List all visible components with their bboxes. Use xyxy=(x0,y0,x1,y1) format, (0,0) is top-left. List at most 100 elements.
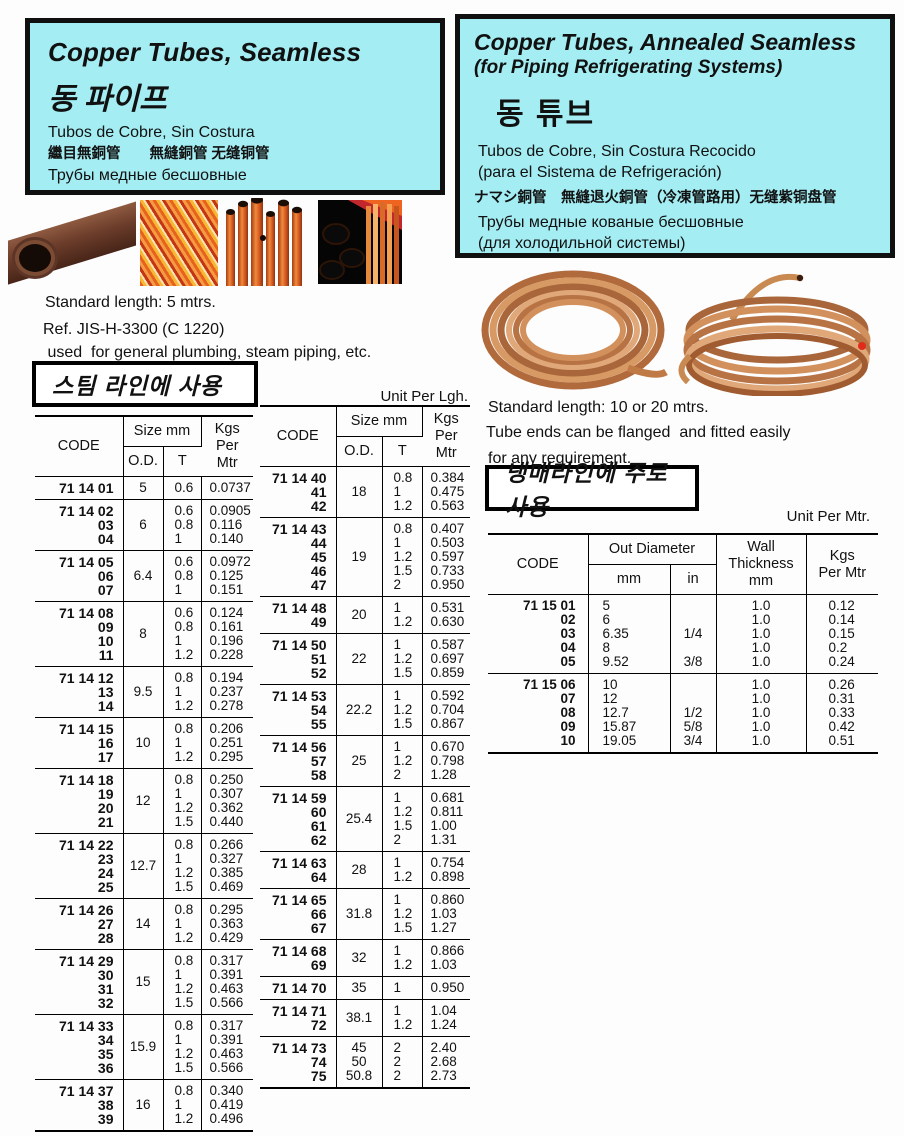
middle-table-group-row: 71 14 43 44 45 46 47 19 0.8 1 1.2 1.5 2 0.4… xyxy=(260,517,470,597)
annealed-table-right: CODE Out Diameter Wall Thickness mm Kgs … xyxy=(488,533,879,754)
cell-kgs: 0.26 0.31 0.33 0.42 0.51 xyxy=(828,677,855,748)
cell-kgs: 2.40 2.68 2.73 xyxy=(430,1040,457,1083)
cell-code: 71 15 06 07 08 09 10 xyxy=(488,673,589,753)
cell-kgs: 0.531 0.630 xyxy=(430,600,465,629)
cell-code: 71 14 22 23 24 25 xyxy=(35,833,124,899)
cell-t: 1 1.2 xyxy=(382,851,423,889)
cell-code: 71 14 33 34 35 36 xyxy=(35,1014,124,1080)
right-title-spanish1: Tubos de Cobre, Sin Costura Recocido xyxy=(478,143,756,160)
cell-t: 0.6 0.8 1 1.2 xyxy=(163,601,202,667)
right-header-out-diameter: Out Diameter xyxy=(588,534,717,566)
cell-t: 0.8 1 1.2 1.5 2 xyxy=(382,517,423,597)
cell-kgs: 0.194 0.237 0.278 xyxy=(209,670,244,713)
cell-kgs: 0.266 0.327 0.385 0.469 xyxy=(209,837,244,894)
cell-code: 71 14 63 64 xyxy=(260,851,337,889)
cell-kgs: 0.670 0.798 1.28 xyxy=(430,739,465,782)
cell-t: 0.8 1 1.2 xyxy=(382,466,423,518)
cell-code: 71 14 05 06 07 xyxy=(35,550,124,602)
cell-kgs: 0.950 xyxy=(430,980,465,995)
cell-wall: 1.0 1.0 1.0 1.0 1.0 xyxy=(716,594,807,674)
left-header-box: Copper Tubes, Seamless 동 파이프 Tubos de Co… xyxy=(25,18,445,195)
left-note-used-for: used for general plumbing, steam piping,… xyxy=(43,344,372,361)
middle-table-group-row: 71 14 59 60 61 62 25.4 1 1.2 1.5 2 0.681 0.… xyxy=(260,786,470,852)
cell-od: 45 50 50.8 xyxy=(336,1036,383,1088)
cell-od: 10 xyxy=(123,717,164,769)
cell-od: 9.5 xyxy=(123,666,164,718)
unit-per-meter-label: Unit Per Mtr. xyxy=(786,508,870,525)
cell-code: 71 14 53 54 55 xyxy=(260,684,337,736)
cell-code: 71 14 50 51 52 xyxy=(260,633,337,685)
cell-od: 15 xyxy=(123,949,164,1015)
right-table-header: CODE Out Diameter Wall Thickness mm Kgs … xyxy=(488,534,879,595)
left-title-korean: 동 파이프 xyxy=(48,83,167,116)
cell-wall: 1.0 1.0 1.0 1.0 1.0 xyxy=(716,673,807,753)
cell-t: 0.8 1 1.2 1.5 xyxy=(163,768,202,834)
cell-code: 71 14 26 27 28 xyxy=(35,898,124,950)
middle-table-group-row: 71 14 71 72 38.1 1 1.2 1.04 1.24 xyxy=(260,999,470,1037)
cell-code: 71 14 12 13 14 xyxy=(35,666,124,718)
middle-table-group-row: 71 14 40 41 42 18 0.8 1 1.2 0.384 0.475 0.5… xyxy=(260,466,470,518)
cell-t: 1 1.2 xyxy=(382,999,423,1037)
middle-table-group-row: 71 14 65 66 67 31.8 1 1.2 1.5 0.860 1.03 1.… xyxy=(260,888,470,940)
cell-kgs: 1.04 1.24 xyxy=(430,1003,457,1032)
cell-t: 0.8 1 1.2 1.5 xyxy=(163,1014,202,1080)
right-title-korean: 동 튜브 xyxy=(496,98,596,131)
right-table-group-row: 71 15 01 02 03 04 05 5 6 6.35 8 9.52 1/4 … xyxy=(488,594,878,674)
left-title-russian: Трубы медные бесшовные xyxy=(48,167,247,184)
cell-kgs: 0.384 0.475 0.563 xyxy=(430,470,465,513)
middle-table-header: CODE Size mm Kgs Per Mtr O.D. T xyxy=(260,406,470,467)
cell-od: 15.9 xyxy=(123,1014,164,1080)
right-korean-usage-label: 냉매라인에 주로 사용 xyxy=(505,460,668,520)
cell-t: 2 2 2 xyxy=(382,1036,423,1088)
cell-od: 19 xyxy=(336,517,383,597)
cell-t: 1 1.2 1.5 2 xyxy=(382,786,423,852)
cell-t: 0.8 1 1.2 xyxy=(163,717,202,769)
cell-mm: 10 12 12.7 15.87 19.05 xyxy=(588,673,671,753)
middle-table-group-row: 71 14 53 54 55 22.2 1 1.2 1.5 0.592 0.704 0… xyxy=(260,684,470,736)
right-header-box: Copper Tubes, Annealed Seamless (for Pip… xyxy=(455,14,895,258)
left-header-kgs: Kgs Per Mtr xyxy=(214,421,240,471)
right-title: Copper Tubes, Annealed Seamless xyxy=(474,29,857,55)
cell-code: 71 14 18 19 20 21 xyxy=(35,768,124,834)
cell-code: 71 14 40 41 42 xyxy=(260,466,337,518)
left-korean-usage-label: 스팀 라인에 사용 xyxy=(52,373,222,399)
cell-kgs: 0.0905 0.116 0.140 xyxy=(209,503,251,546)
cell-od: 14 xyxy=(123,898,164,950)
cell-od: 35 xyxy=(336,976,383,1000)
left-note-standard-length: Standard length: 5 mtrs. xyxy=(45,294,216,311)
copper-coil-stacked-photo xyxy=(672,260,887,401)
middle-table-group-row: 71 14 63 64 28 1 1.2 0.754 0.898 xyxy=(260,851,470,889)
left-table-body: 71 14 01 5 0.6 0.0737 71 14 02 03 04 6 0.6 0.8… xyxy=(35,476,253,1131)
middle-header-size: Size mm xyxy=(336,406,423,438)
cell-kgs: 0.0972 0.125 0.151 xyxy=(209,554,251,597)
cell-t: 1 1.2 1.5 xyxy=(382,684,423,736)
left-table-header: CODE Size mm Kgs Per Mtr O.D. T xyxy=(35,416,253,477)
cell-t: 1 1.2 xyxy=(382,596,423,634)
left-table-group-row: 71 14 26 27 28 14 0.8 1 1.2 0.295 0.363 0.4… xyxy=(35,898,253,950)
middle-table-group-row: 71 14 48 49 20 1 1.2 0.531 0.630 xyxy=(260,596,470,634)
cell-od: 12.7 xyxy=(123,833,164,899)
cell-od: 18 xyxy=(336,466,383,518)
left-title: Copper Tubes, Seamless xyxy=(48,37,362,67)
cell-t: 0.6 0.8 1 xyxy=(163,550,202,602)
right-header-in: in xyxy=(670,564,717,595)
right-title-russian2: (для холодильной системы) xyxy=(478,235,686,252)
left-table-group-row: 71 14 22 23 24 25 12.7 0.8 1 1.2 1.5 0.266 … xyxy=(35,833,253,899)
cell-kgs: 0.317 0.391 0.463 0.566 xyxy=(209,1018,244,1075)
cell-od: 25.4 xyxy=(336,786,383,852)
left-header-od: O.D. xyxy=(123,446,164,477)
right-note-standard-length: Standard length: 10 or 20 mtrs. xyxy=(488,399,709,416)
cell-kgs: 0.592 0.704 0.867 xyxy=(430,688,465,731)
copper-tubes-dark-photo xyxy=(318,200,402,289)
cell-t: 0.6 xyxy=(163,476,202,500)
right-header-wall: Wall Thickness mm xyxy=(716,534,807,595)
right-note-requirement: for any requirement. xyxy=(488,450,632,467)
left-korean-usage-box: 스팀 라인에 사용 xyxy=(32,361,258,407)
cell-od: 22 xyxy=(336,633,383,685)
left-table-group-row: 71 14 05 06 07 6.4 0.6 0.8 1 0.0972 0.125 0… xyxy=(35,550,253,602)
cell-kgs: 0.295 0.363 0.429 xyxy=(209,902,244,945)
copper-tube-photo-single xyxy=(0,195,167,291)
cell-kgs: 0.860 1.03 1.27 xyxy=(430,892,465,935)
right-table-group-row: 71 15 06 07 08 09 10 10 12 12.7 15.87 19.… xyxy=(488,673,879,753)
